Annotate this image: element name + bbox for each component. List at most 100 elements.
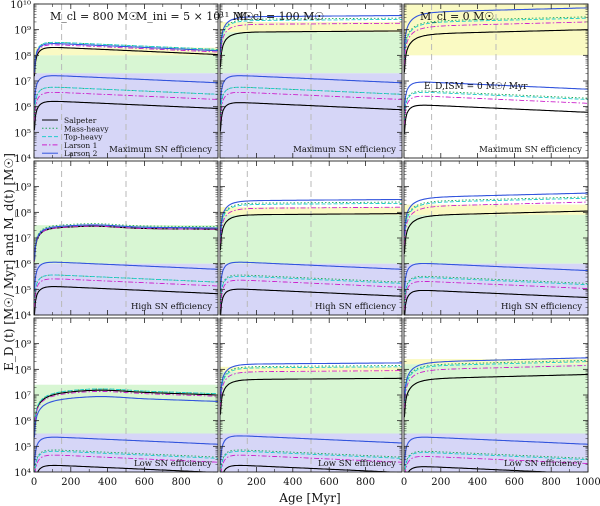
- row-label: Maximum SN efficiency: [293, 145, 396, 155]
- x-tick-label: 800: [172, 477, 191, 488]
- row-label: High SN efficiency: [315, 302, 396, 312]
- panel-plot-area: [220, 4, 402, 158]
- panel-plot-area: [220, 161, 402, 315]
- panel-1-3: Maximum SN efficiency: [403, 3, 589, 159]
- panel-2-1: High SN efficiency: [33, 160, 219, 316]
- panel-1-1: Maximum SN efficiency: [33, 3, 219, 159]
- series-salpeter-line: [220, 377, 402, 415]
- x-tick-label: 600: [135, 477, 154, 488]
- row-label: Maximum SN efficiency: [479, 145, 582, 155]
- x-axis-label: Age [Myr]: [278, 491, 340, 505]
- series-mass-heavy-line: [404, 196, 588, 240]
- series-mass-heavy-line: [220, 201, 402, 239]
- series-top-heavy-line: [404, 452, 588, 472]
- series-top-heavy-line: [404, 17, 588, 61]
- column-title-3: M_cl = 0 M☉: [420, 10, 494, 23]
- series-salpeter-line: [34, 389, 218, 432]
- row-label: Maximum SN efficiency: [109, 145, 212, 155]
- series-larson-1-line: [220, 206, 402, 244]
- x-tick-label: 0: [31, 477, 37, 488]
- series-larson-1-line: [34, 44, 218, 74]
- x-tick-label: 0: [217, 477, 223, 488]
- panel-plot-area: [34, 318, 218, 472]
- legend-label: Top-heavy: [64, 133, 103, 142]
- series-larson-2-line: [220, 15, 402, 52]
- series-top-heavy-line: [220, 202, 402, 240]
- column-title-3-extra: E_D,ISM = 0 M☉/ Myr: [424, 82, 528, 92]
- series-larson-2-line: [404, 262, 588, 293]
- series-larson-1-line: [220, 22, 402, 60]
- series-larson-2-line: [220, 435, 402, 465]
- series-larson-1-line: [34, 391, 218, 433]
- series-salpeter-line: [220, 30, 402, 68]
- series-top-heavy-line: [404, 361, 588, 405]
- series-salpeter-line: [223, 464, 402, 472]
- series-larson-1-line: [404, 201, 588, 245]
- series-mass-heavy-line: [34, 449, 218, 472]
- legend-label: Mass-heavy: [64, 124, 109, 133]
- series-mass-heavy-line: [220, 449, 402, 472]
- y-tick-label: 10⁷: [14, 77, 31, 88]
- shade-band-yellow: [404, 204, 588, 215]
- series-top-heavy-line: [34, 450, 218, 472]
- series-top-heavy-line: [404, 277, 588, 307]
- x-tick-label: 400: [468, 477, 487, 488]
- column-title-1-extra: M_ini = 5 × 10¹¹ M☉: [136, 10, 254, 23]
- y-tick-label: 10⁹: [14, 183, 31, 194]
- series-salpeter-line: [404, 373, 588, 418]
- y-tick-label: 10¹⁰: [10, 0, 31, 11]
- series-salpeter-line: [404, 210, 588, 254]
- panel-plot-area: [220, 318, 402, 472]
- y-tick-label: 10⁶: [14, 260, 31, 271]
- series-top-heavy-line: [404, 91, 588, 122]
- series-larson-2-line: [404, 192, 588, 236]
- series-salpeter-line: [37, 464, 218, 472]
- series-larson-2-line: [220, 362, 402, 400]
- series-larson-1-line: [220, 454, 402, 472]
- series-larson-1-line: [34, 91, 218, 122]
- legend-label: Larson 1: [64, 141, 97, 150]
- x-tick-label: 0: [401, 477, 407, 488]
- series-salpeter-line: [34, 46, 218, 77]
- y-tick-label: 10⁴: [14, 468, 31, 479]
- y-tick-label: 10⁵: [14, 285, 31, 296]
- series-mass-heavy-line: [404, 359, 588, 404]
- panels-layer: Maximum SN efficiency Maximum SN efficien…: [33, 3, 589, 473]
- series-mass-heavy-line: [404, 275, 588, 306]
- series-salpeter-line: [220, 102, 402, 132]
- series-larson-1-line: [34, 278, 218, 308]
- x-tick-label: 200: [431, 477, 450, 488]
- x-tick-label: 200: [61, 477, 80, 488]
- series-larson-1-line: [220, 370, 402, 407]
- series-top-heavy-line: [220, 18, 402, 56]
- series-larson-1-line: [220, 279, 402, 309]
- series-top-heavy-line: [220, 275, 402, 306]
- x-tick-label: 600: [505, 477, 524, 488]
- y-tick-label: 10⁴: [14, 311, 31, 322]
- series-mass-heavy-line: [34, 86, 218, 117]
- series-larson-2-line: [34, 436, 218, 466]
- series-mass-heavy-line: [220, 274, 402, 304]
- series-top-heavy-line: [220, 366, 402, 404]
- series-mass-heavy-line: [220, 365, 402, 402]
- series-top-heavy-line: [220, 450, 402, 472]
- x-tick-label: 1000: [575, 477, 600, 488]
- series-larson-2-line: [404, 7, 588, 51]
- row-label: Low SN efficiency: [504, 459, 582, 469]
- y-tick-label: 10⁶: [14, 103, 31, 114]
- series-top-heavy-line: [34, 41, 218, 72]
- series-mass-heavy-line: [34, 223, 218, 259]
- x-tick-label: 400: [98, 477, 117, 488]
- series-larson-1-line: [404, 21, 588, 65]
- series-mass-heavy-line: [34, 274, 218, 304]
- y-tick-label: 10⁵: [14, 442, 31, 453]
- series-salpeter-line: [404, 29, 588, 73]
- column-title-1: M_cl = 800 M☉: [50, 10, 138, 23]
- series-top-heavy-line: [34, 86, 218, 117]
- series-larson-2-line: [34, 43, 218, 73]
- panel-3-1: Low SN efficiency: [33, 317, 219, 473]
- series-larson-2-line: [404, 81, 588, 111]
- x-tick-label: 800: [542, 477, 561, 488]
- series-larson-1-line: [34, 454, 218, 472]
